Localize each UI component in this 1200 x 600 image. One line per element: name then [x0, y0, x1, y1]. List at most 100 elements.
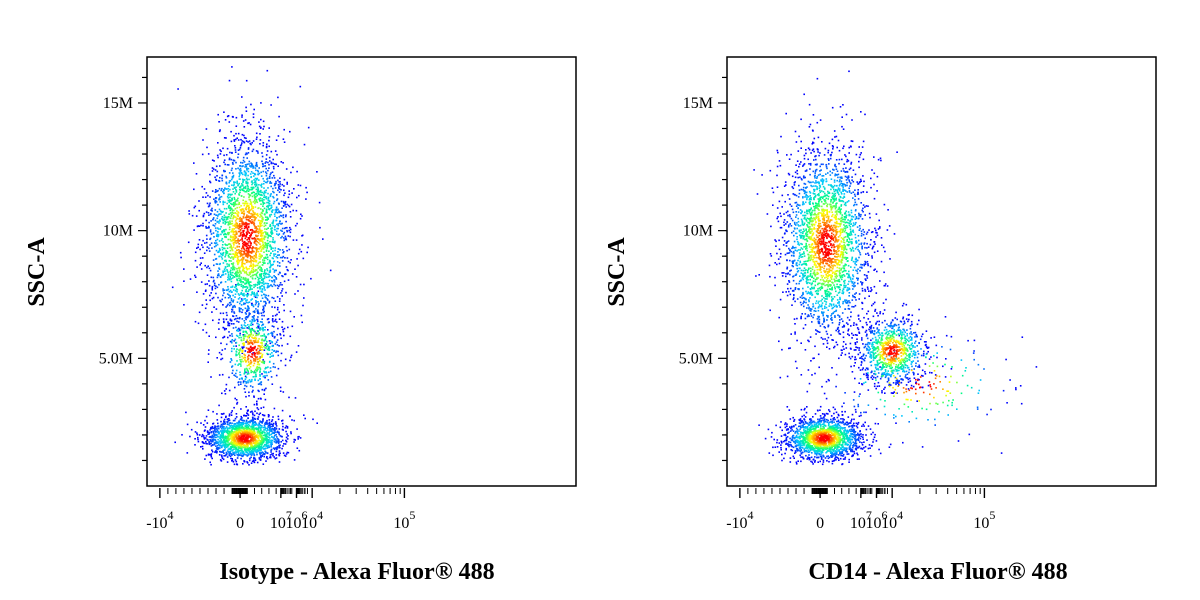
event-point: [211, 167, 214, 169]
event-point: [246, 280, 248, 282]
event-point: [251, 438, 254, 440]
event-point: [248, 327, 250, 329]
event-point: [246, 295, 248, 298]
event-point: [222, 203, 225, 206]
event-point: [261, 254, 263, 257]
event-point: [248, 349, 250, 351]
event-point: [252, 263, 254, 265]
event-point: [895, 422, 897, 424]
event-point: [281, 439, 284, 442]
event-point: [267, 276, 270, 278]
event-point: [225, 388, 227, 390]
event-point: [226, 445, 229, 448]
event-point: [302, 257, 305, 260]
event-point: [246, 189, 248, 192]
event-point: [240, 248, 243, 250]
event-point: [234, 386, 236, 389]
event-point: [264, 243, 267, 245]
event-point: [232, 188, 234, 190]
event-point: [258, 261, 261, 264]
event-point: [247, 335, 250, 338]
event-point: [268, 349, 270, 351]
event-point: [245, 371, 247, 374]
event-point: [240, 408, 242, 410]
event-point: [254, 273, 256, 276]
event-point: [239, 332, 241, 335]
event-point: [290, 356, 292, 359]
event-point: [259, 382, 261, 385]
event-point: [269, 360, 271, 363]
event-point: [242, 189, 244, 192]
event-point: [247, 141, 249, 143]
event-point: [244, 282, 246, 285]
event-point: [242, 334, 245, 336]
event-point: [249, 453, 251, 456]
event-point: [255, 164, 257, 167]
event-point: [230, 231, 232, 233]
event-point: [234, 192, 236, 195]
event-point: [254, 206, 257, 208]
event-point: [245, 439, 248, 442]
event-point: [208, 284, 211, 287]
event-point: [238, 206, 241, 209]
event-point: [234, 151, 237, 153]
event-point: [215, 244, 217, 247]
event-point: [216, 190, 218, 193]
event-point: [217, 438, 219, 441]
event-point: [225, 451, 228, 454]
event-point: [260, 432, 263, 434]
event-point: [264, 339, 267, 341]
event-point: [266, 258, 269, 261]
event-point: [252, 256, 254, 258]
event-point: [253, 442, 256, 444]
event-point: [229, 188, 231, 191]
event-point: [281, 290, 283, 292]
event-point: [235, 354, 237, 357]
event-point: [260, 361, 263, 363]
event-point: [269, 215, 271, 218]
event-point: [264, 347, 266, 349]
event-point: [268, 271, 271, 273]
event-point: [263, 196, 265, 199]
event-point: [248, 363, 251, 365]
event-point: [265, 445, 267, 447]
event-point: [206, 422, 209, 424]
event-point: [205, 234, 208, 237]
event-point: [255, 227, 258, 230]
event-point: [202, 424, 205, 426]
event-point: [283, 454, 286, 457]
event-point: [237, 442, 240, 444]
event-point: [194, 438, 196, 440]
event-point: [254, 167, 257, 169]
event-point: [254, 372, 257, 374]
event-point: [259, 371, 261, 374]
event-point: [263, 277, 266, 280]
event-point: [228, 256, 230, 258]
event-point: [222, 304, 224, 306]
event-point: [268, 259, 271, 262]
event-point: [252, 148, 255, 151]
event-point: [243, 446, 245, 448]
event-point: [264, 289, 266, 291]
event-point: [271, 240, 273, 243]
event-point: [285, 206, 287, 208]
event-point: [238, 269, 241, 272]
event-point: [231, 248, 233, 251]
event-point: [231, 167, 233, 170]
event-point: [266, 419, 268, 422]
event-point: [238, 249, 240, 251]
event-point: [271, 229, 273, 232]
event-point: [227, 254, 230, 257]
event-point: [246, 432, 249, 435]
event-point: [205, 440, 207, 443]
event-point: [242, 437, 245, 439]
event-point: [258, 280, 260, 283]
event-point: [259, 443, 262, 446]
event-point: [232, 289, 235, 291]
event-point: [227, 190, 230, 192]
event-point: [263, 453, 265, 455]
event-point: [221, 258, 224, 260]
event-point: [277, 418, 280, 421]
event-point: [273, 350, 275, 352]
event-point: [229, 295, 231, 297]
